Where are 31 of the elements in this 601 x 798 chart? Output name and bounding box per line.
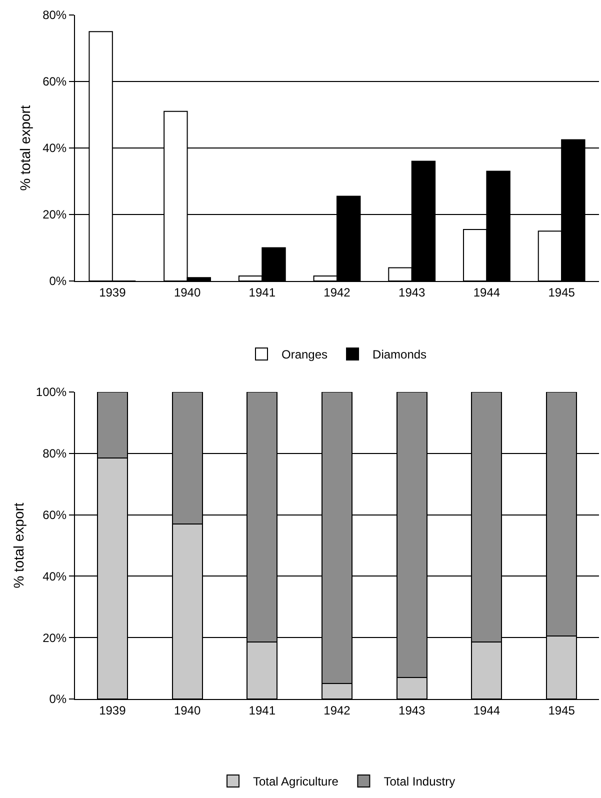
x-tick-label: 1945 [548,285,576,300]
y-tick-label: 0% [49,274,67,288]
legend-label: Total Agriculture [253,774,339,789]
y-tick-label: 20% [42,630,67,645]
x-tick-label: 1942 [324,703,351,718]
y-tick-label: 20% [42,208,67,222]
y-tick-label: 80% [42,8,67,22]
y-tick-label: 60% [42,74,67,89]
y-tick-label: 60% [42,508,67,522]
x-tick-label: 1941 [248,285,276,300]
legend-label: Total Industry [384,774,456,789]
y-axis-title: % total export [10,502,26,588]
x-tick-label: 1939 [99,285,126,300]
x-tick-label: 1945 [548,703,576,718]
legend-label: Oranges [282,348,328,362]
x-tick-label: 1943 [398,285,426,300]
y-tick-label: 40% [42,141,67,156]
x-tick-label: 1943 [398,703,426,718]
y-tick-label: 40% [42,569,67,584]
x-tick-label: 1941 [248,703,276,718]
y-tick-label: 100% [36,385,67,400]
legend-label: Diamonds [372,348,427,362]
x-tick-label: 1944 [473,285,500,300]
x-tick-label: 1944 [473,703,500,718]
x-tick-label: 1940 [174,703,201,718]
x-tick-label: 1939 [99,703,126,718]
y-tick-label: 0% [49,692,67,706]
y-axis-title: % total export [17,105,34,191]
x-tick-label: 1942 [324,285,351,300]
y-tick-label: 80% [42,446,67,461]
x-tick-label: 1940 [174,285,201,300]
